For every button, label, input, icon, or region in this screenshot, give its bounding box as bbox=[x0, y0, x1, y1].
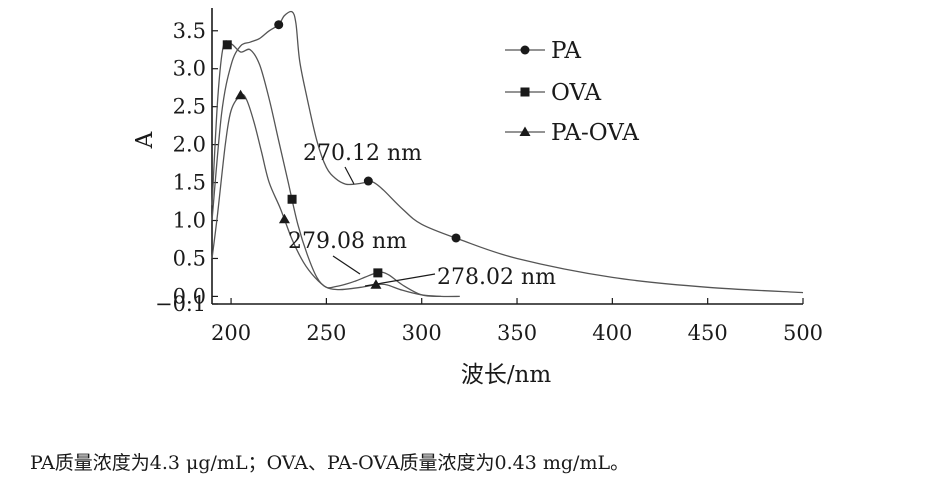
legend-label: PA bbox=[551, 38, 581, 64]
y-tick-label: 3.5 bbox=[173, 19, 206, 43]
x-ticks: 200 250 300 350 400 450 500 bbox=[211, 298, 823, 345]
y-tick-label: 2.0 bbox=[173, 133, 206, 157]
x-tick-label: 450 bbox=[688, 321, 728, 345]
y-tick-label: 0.0 bbox=[173, 284, 206, 308]
annotation-label: 278.02 nm bbox=[437, 265, 556, 290]
annotation-label: 270.12 nm bbox=[303, 141, 422, 166]
y-axis-title: A bbox=[132, 131, 158, 149]
annotation-label: 279.08 nm bbox=[288, 229, 407, 254]
y-tick-label: 1.5 bbox=[173, 171, 206, 195]
x-tick-label: 350 bbox=[497, 321, 537, 345]
legend-label: PA-OVA bbox=[551, 120, 639, 146]
peak-annotations: 270.12 nm 279.08 nm 278.02 nm bbox=[288, 141, 556, 290]
annotation-leader bbox=[332, 255, 361, 275]
data-point-pa-ova bbox=[235, 89, 247, 100]
x-tick-label: 500 bbox=[783, 321, 823, 345]
series-markers bbox=[222, 20, 461, 289]
legend-item-ova: OVA bbox=[505, 80, 602, 106]
axes bbox=[211, 8, 803, 305]
annotation-leader bbox=[344, 166, 355, 185]
data-point-ova bbox=[287, 194, 297, 204]
data-point-pa-ova bbox=[278, 213, 290, 224]
x-axis-title: 波长/nm bbox=[461, 362, 552, 388]
x-tick-label: 200 bbox=[211, 321, 251, 345]
y-tick-label: 1.0 bbox=[173, 209, 206, 233]
y-tick-label: 2.5 bbox=[173, 95, 206, 119]
data-point-pa bbox=[451, 233, 461, 243]
series-line-ova bbox=[211, 40, 460, 298]
y-tick-label: 3.0 bbox=[173, 57, 206, 81]
x-tick-label: 300 bbox=[402, 321, 442, 345]
legend-item-pa-ova: PA-OVA bbox=[505, 120, 639, 146]
y-ticks: −0.10.0 0.5 1.0 1.5 2.0 2.5 3.0 3.5 bbox=[155, 19, 218, 316]
x-tick-label: 250 bbox=[306, 321, 346, 345]
y-tick-label: 0.5 bbox=[173, 246, 206, 270]
data-point-pa bbox=[363, 176, 373, 186]
data-point-ova bbox=[373, 268, 383, 278]
legend-label: OVA bbox=[551, 80, 602, 106]
legend: PA OVA PA-OVA bbox=[505, 38, 639, 146]
annotation-leader bbox=[364, 273, 436, 287]
data-point-pa bbox=[274, 20, 284, 30]
y-tick-label: −0.1 bbox=[155, 292, 206, 316]
uv-absorption-chart: −0.10.0 0.5 1.0 1.5 2.0 2.5 3.0 3.5 200 250 300 35… bbox=[132, 8, 823, 388]
figure-caption: PA质量浓度为4.3 μg/mL；OVA、PA-OVA质量浓度为0.43 mg/… bbox=[30, 452, 630, 474]
x-tick-label: 400 bbox=[592, 321, 632, 345]
data-point-ova bbox=[222, 40, 232, 50]
series-line-pa-ova bbox=[211, 93, 441, 298]
legend-item-pa: PA bbox=[505, 38, 581, 64]
